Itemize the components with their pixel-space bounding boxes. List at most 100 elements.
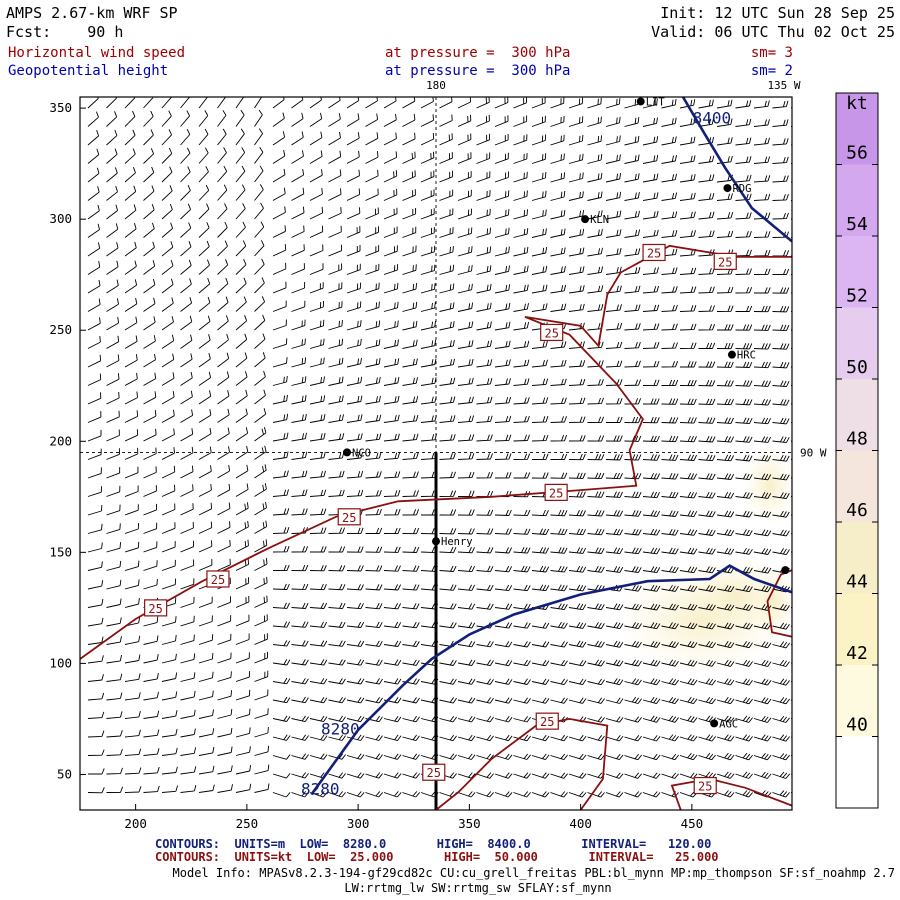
- wind-barb: [439, 659, 457, 666]
- wind-barb: [772, 771, 791, 779]
- wind-barb: [679, 603, 698, 611]
- wind-barb: [328, 301, 343, 312]
- wind-barb: [217, 539, 231, 553]
- wind-barb: [291, 206, 305, 220]
- wind-barb: [402, 113, 416, 127]
- wind-barb: [143, 560, 158, 571]
- wind-barb: [217, 184, 228, 201]
- wind-barb: [161, 166, 173, 183]
- wind-barb: [346, 357, 362, 368]
- wind-barb: [661, 155, 677, 164]
- wind-barb: [457, 546, 475, 554]
- wind-barb: [457, 753, 476, 760]
- wind-barb: [87, 429, 102, 442]
- wind-barb: [531, 584, 550, 592]
- wind-barb: [106, 204, 119, 220]
- wind-barb: [513, 134, 528, 146]
- wind-barb: [624, 678, 642, 686]
- wind-barb: [143, 410, 157, 423]
- wind-barb: [365, 188, 379, 201]
- wind-barb: [87, 467, 102, 479]
- wind-barb: [605, 791, 624, 798]
- wind-barb: [661, 734, 679, 742]
- wind-barb: [87, 730, 105, 738]
- wind-barb: [698, 417, 716, 424]
- wind-barb: [309, 583, 327, 591]
- wind-barb: [753, 100, 770, 109]
- wind-barb: [328, 150, 342, 164]
- wind-barb: [698, 361, 716, 368]
- wind-barb: [87, 561, 103, 571]
- wind-barb: [716, 752, 735, 761]
- wind-barb: [716, 230, 734, 238]
- wind-barb: [328, 131, 341, 146]
- wind-barb: [87, 655, 104, 664]
- station: RDG: [723, 183, 751, 195]
- wind-barb: [87, 787, 105, 794]
- wind-barb: [457, 434, 475, 442]
- wind-barb: [476, 190, 491, 201]
- station-dot: [710, 719, 719, 728]
- wind-barb: [494, 190, 510, 201]
- wind-barb: [550, 584, 568, 592]
- wind-barb: [217, 727, 233, 738]
- wind-barb: [476, 171, 491, 183]
- wind-barb: [180, 259, 192, 275]
- wind-barb: [198, 671, 214, 682]
- station-dot: [343, 448, 351, 457]
- wind-barb: [161, 353, 175, 368]
- wind-label-text: 25: [647, 246, 661, 260]
- wind-barb: [254, 97, 263, 109]
- wind-barb: [550, 153, 565, 164]
- wind-barb: [383, 320, 399, 331]
- wind-barb: [383, 377, 400, 386]
- wind-barb: [365, 97, 378, 109]
- wind-barb: [679, 230, 696, 238]
- wind-barb: [346, 244, 361, 257]
- wind-barb: [790, 125, 792, 127]
- wind-barb: [735, 230, 752, 238]
- wind-barb: [87, 523, 103, 534]
- wind-barb: [254, 539, 268, 553]
- wind-barb: [754, 287, 771, 294]
- wind-barb: [291, 640, 309, 647]
- wind-barb: [235, 671, 251, 682]
- wind-barb: [439, 565, 457, 572]
- wind-barb: [402, 603, 420, 610]
- wind-barb: [272, 734, 291, 741]
- wind-barb: [642, 696, 661, 705]
- wind-barb: [568, 640, 587, 648]
- wind-barb: [642, 173, 659, 183]
- wind-barb: [679, 267, 697, 275]
- wind-barb: [679, 510, 698, 518]
- wind-barb: [439, 678, 457, 685]
- wind-barb: [346, 188, 361, 201]
- x-tick-label: 200: [124, 816, 147, 831]
- wind-barb: [457, 471, 475, 479]
- wind-barb: [790, 496, 792, 498]
- wind-barb: [272, 451, 289, 460]
- wind-barb: [365, 376, 381, 386]
- wind-label-box: [535, 712, 559, 730]
- wind-barb: [772, 715, 790, 723]
- wind-barb: [624, 772, 642, 779]
- wind-barb: [457, 358, 474, 368]
- wind-barb: [420, 151, 435, 164]
- wind-barb: [346, 715, 365, 723]
- wind-barb: [124, 260, 137, 275]
- wind-barb: [550, 472, 568, 479]
- wind-barb: [402, 97, 416, 109]
- wind-barb: [513, 697, 531, 704]
- wind-barb: [439, 490, 457, 497]
- wind-barb: [87, 674, 104, 682]
- wind-barb: [568, 678, 587, 686]
- wind-barb: [291, 715, 309, 723]
- wind-barb: [235, 502, 249, 516]
- wind-barb: [568, 734, 587, 742]
- wind-barb: [235, 128, 245, 146]
- wind-barb: [606, 416, 623, 423]
- wind-barb: [624, 210, 640, 220]
- wind-barb: [772, 492, 790, 500]
- colorbar-segment: [836, 379, 878, 451]
